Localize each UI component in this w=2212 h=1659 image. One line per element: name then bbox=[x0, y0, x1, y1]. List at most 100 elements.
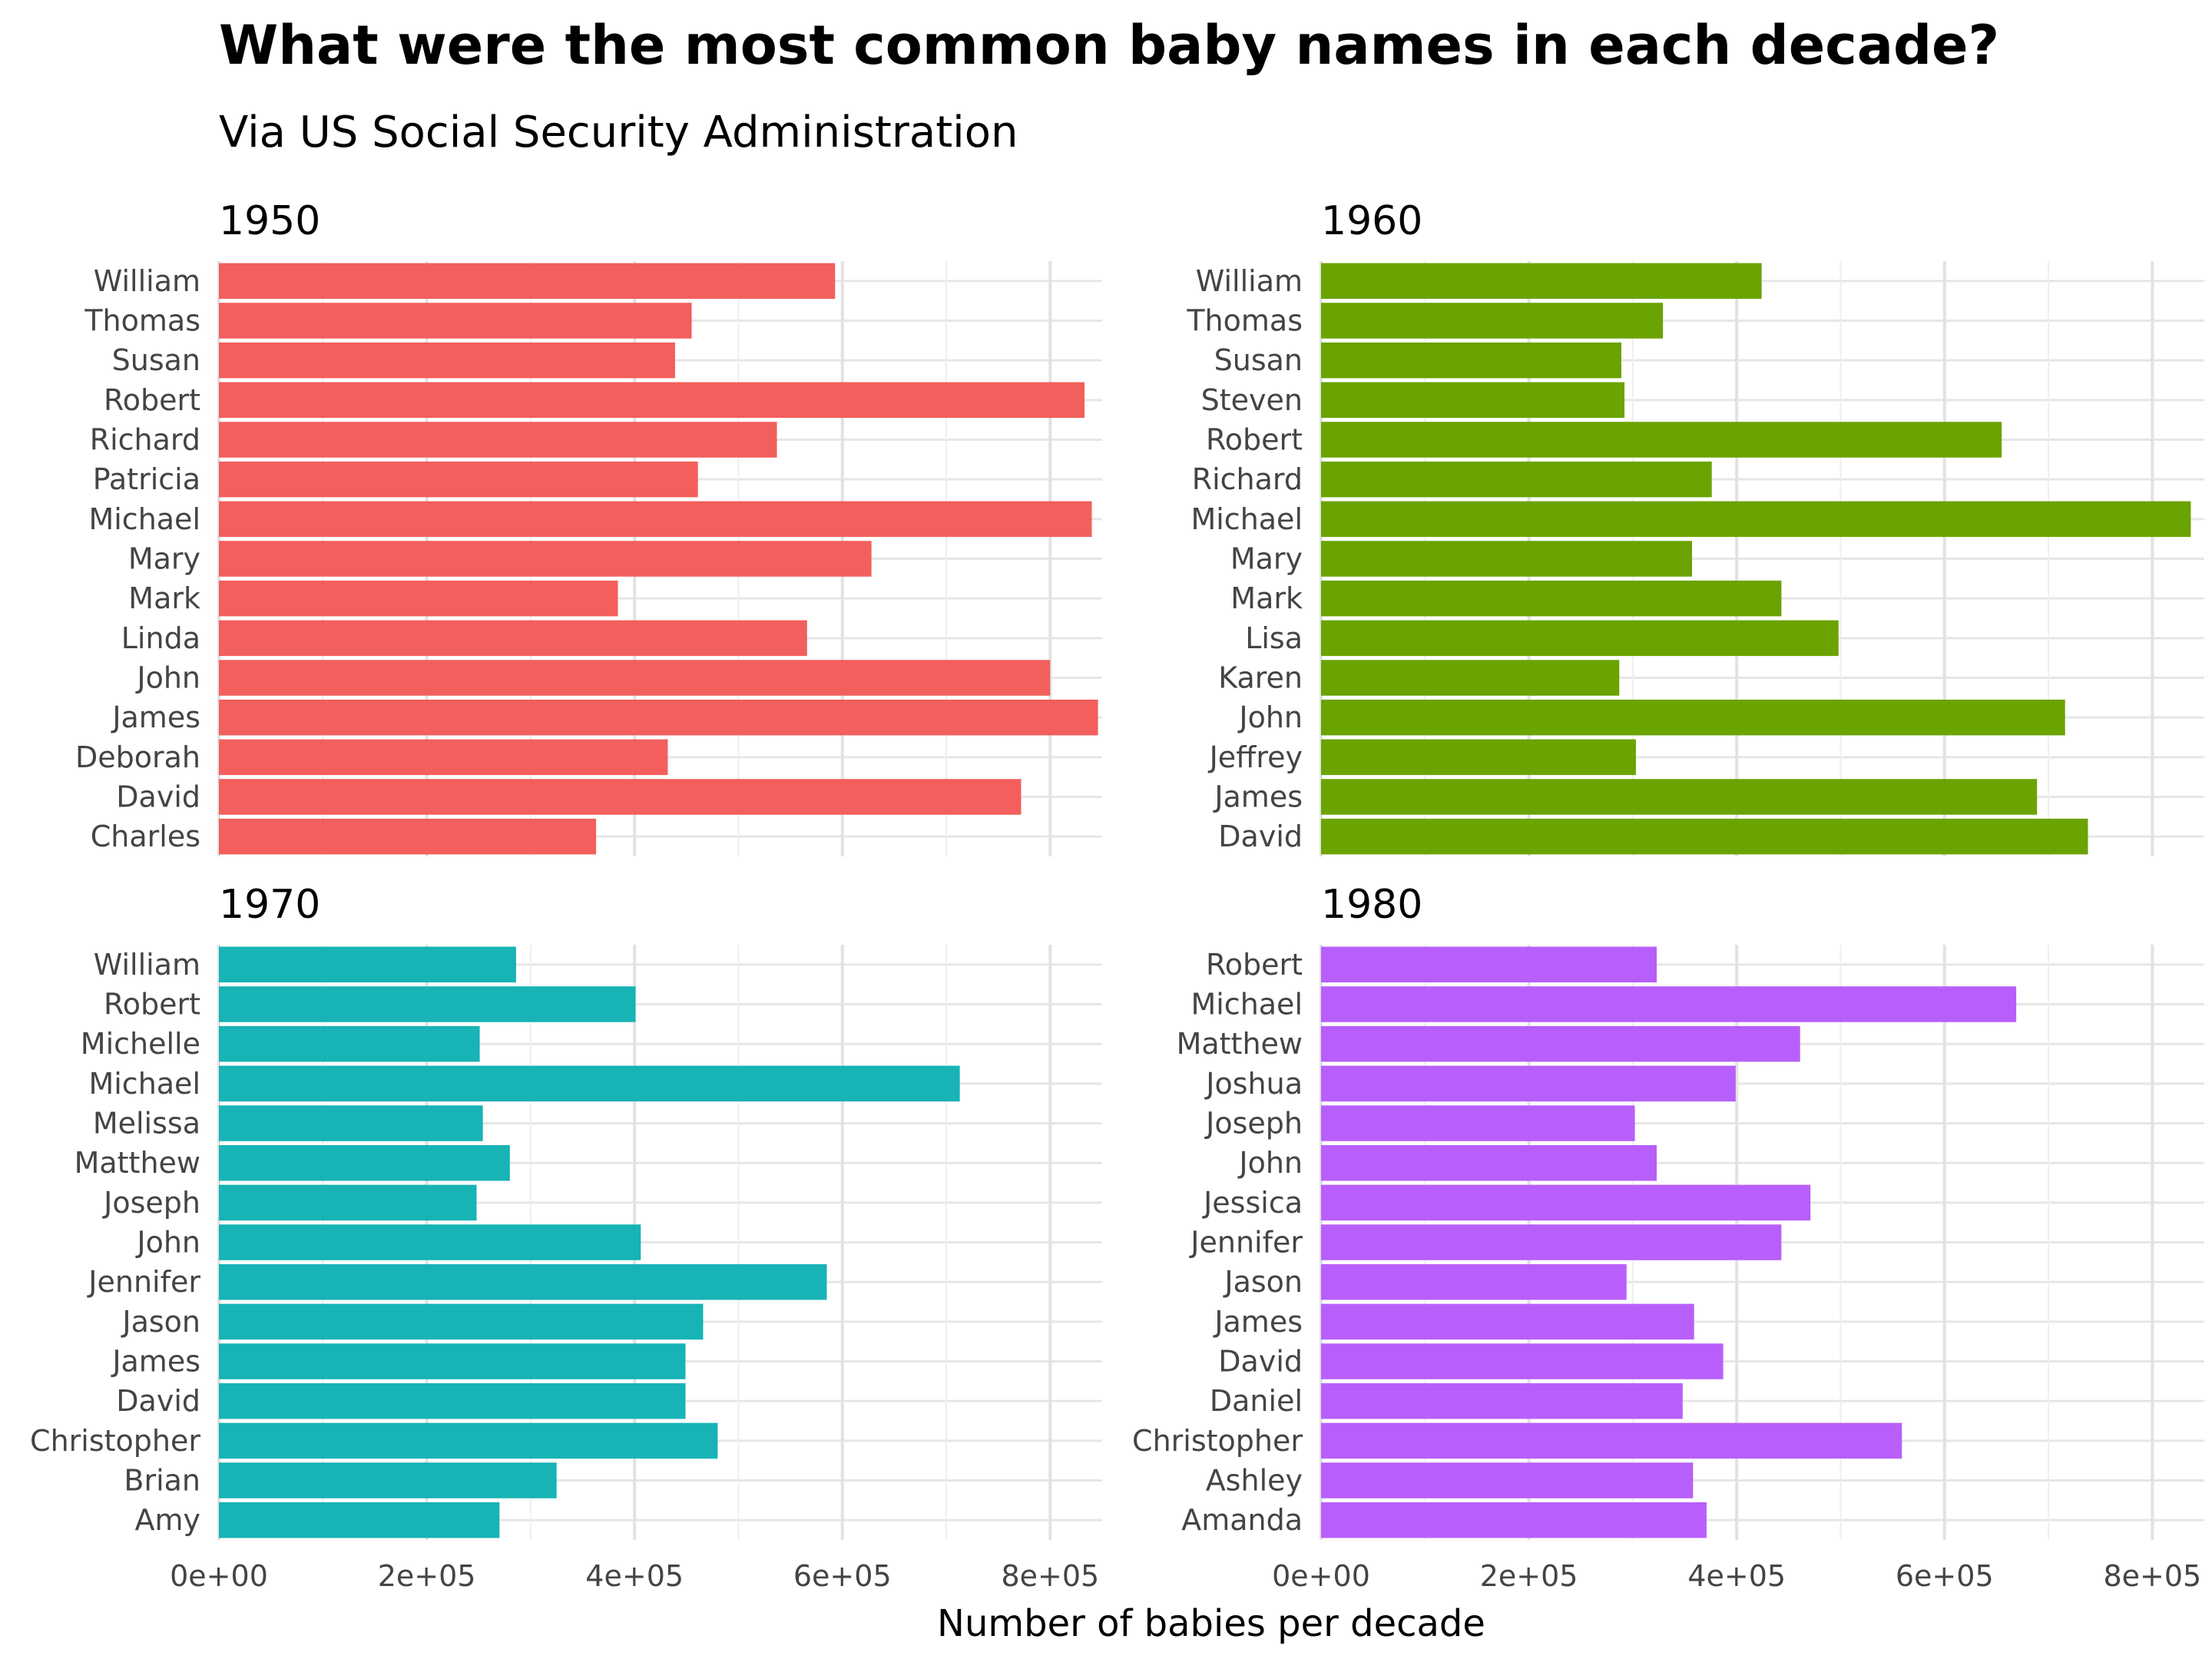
chart-subtitle: Via US Social Security Administration bbox=[219, 108, 1018, 157]
category-label: James bbox=[1213, 1305, 1303, 1339]
bar-1970-michael bbox=[219, 1065, 960, 1102]
bar-1980-robert bbox=[1321, 946, 1657, 983]
bar-1970-joseph bbox=[219, 1184, 477, 1221]
category-label: David bbox=[1218, 1345, 1303, 1379]
bar-1980-joshua bbox=[1321, 1065, 1736, 1102]
bar-1960-michael bbox=[1321, 501, 2191, 538]
category-label: Richard bbox=[1192, 462, 1303, 496]
category-label: Christopher bbox=[1132, 1424, 1303, 1458]
category-label: Michael bbox=[88, 502, 200, 536]
category-label: Robert bbox=[104, 988, 200, 1022]
category-label: William bbox=[94, 264, 200, 298]
chart-title: What were the most common baby names in … bbox=[219, 14, 2000, 77]
x-tick-label: 0e+00 bbox=[1272, 1559, 1370, 1593]
category-label: Jason bbox=[121, 1305, 200, 1339]
bar-1960-karen bbox=[1321, 660, 1620, 696]
bar-1960-mary bbox=[1321, 541, 1692, 577]
bar-1960-mark bbox=[1321, 580, 1782, 617]
category-label: Matthew bbox=[75, 1146, 200, 1180]
bar-1950-mark bbox=[219, 580, 618, 617]
category-label: Melissa bbox=[93, 1107, 200, 1141]
category-label: Charles bbox=[91, 820, 200, 853]
bar-1950-patricia bbox=[219, 461, 698, 498]
category-label: Susan bbox=[112, 343, 200, 377]
category-label: Lisa bbox=[1245, 621, 1303, 655]
category-label: Karen bbox=[1218, 661, 1303, 695]
category-label: Robert bbox=[104, 383, 200, 417]
bar-1960-jeffrey bbox=[1321, 739, 1636, 776]
x-tick-label: 0e+00 bbox=[170, 1559, 268, 1593]
bar-1980-david bbox=[1321, 1343, 1724, 1379]
bar-1980-jason bbox=[1321, 1263, 1627, 1300]
bar-1950-thomas bbox=[219, 303, 692, 339]
category-label: Jason bbox=[1223, 1265, 1303, 1299]
bar-1950-susan bbox=[219, 342, 675, 379]
category-label: James bbox=[111, 1345, 200, 1379]
bar-1980-amanda bbox=[1321, 1502, 1707, 1538]
bar-1960-william bbox=[1321, 263, 1762, 300]
bar-1960-john bbox=[1321, 699, 2065, 736]
category-label: Patricia bbox=[93, 462, 200, 496]
category-label: John bbox=[135, 1226, 200, 1260]
category-label: Mark bbox=[1230, 581, 1303, 615]
x-tick-label: 4e+05 bbox=[1687, 1559, 1786, 1593]
bar-1950-michael bbox=[219, 501, 1092, 538]
category-label: David bbox=[1218, 820, 1303, 853]
bar-1980-ashley bbox=[1321, 1462, 1694, 1498]
bar-1970-matthew bbox=[219, 1144, 510, 1181]
category-label: David bbox=[116, 1384, 200, 1418]
panel-title-1960: 1960 bbox=[1321, 198, 1422, 244]
category-label: Mary bbox=[128, 542, 200, 576]
bar-1980-matthew bbox=[1321, 1025, 1800, 1062]
category-label: Brian bbox=[124, 1464, 200, 1498]
bar-1970-brian bbox=[219, 1462, 557, 1498]
bar-1960-robert bbox=[1321, 422, 2002, 458]
bar-1950-linda bbox=[219, 620, 807, 657]
bar-1980-jennifer bbox=[1321, 1224, 1782, 1260]
category-label: Thomas bbox=[84, 304, 200, 338]
bar-1980-christopher bbox=[1321, 1422, 1902, 1459]
bar-1970-james bbox=[219, 1343, 686, 1379]
bar-1970-amy bbox=[219, 1502, 500, 1538]
category-label: James bbox=[1213, 780, 1303, 814]
category-label: Amanda bbox=[1181, 1503, 1303, 1537]
bar-1950-david bbox=[219, 779, 1022, 815]
category-label: Steven bbox=[1201, 383, 1303, 417]
category-label: Mary bbox=[1230, 542, 1303, 576]
bar-1980-daniel bbox=[1321, 1382, 1683, 1419]
category-label: William bbox=[1196, 264, 1303, 298]
category-label: Mark bbox=[128, 581, 200, 615]
panel-title-1950: 1950 bbox=[219, 198, 320, 244]
category-label: Michael bbox=[1190, 502, 1303, 536]
x-tick-label: 2e+05 bbox=[378, 1559, 476, 1593]
bar-1950-james bbox=[219, 699, 1098, 736]
panel-title-1970: 1970 bbox=[219, 882, 320, 928]
category-label: Jennifer bbox=[1189, 1226, 1303, 1260]
x-tick-label: 8e+05 bbox=[2103, 1559, 2201, 1593]
bar-1950-john bbox=[219, 660, 1051, 696]
category-label: Jeffrey bbox=[1208, 740, 1303, 774]
category-label: John bbox=[135, 661, 200, 695]
x-tick-label: 6e+05 bbox=[1896, 1559, 1994, 1593]
bar-1960-lisa bbox=[1321, 620, 1839, 657]
category-label: Robert bbox=[1206, 948, 1303, 982]
bar-1970-melissa bbox=[219, 1105, 483, 1141]
bar-1970-michelle bbox=[219, 1025, 480, 1062]
bar-1970-jennifer bbox=[219, 1263, 827, 1300]
bar-1970-william bbox=[219, 946, 516, 983]
bar-1960-richard bbox=[1321, 461, 1712, 498]
bar-1970-christopher bbox=[219, 1422, 718, 1459]
category-label: James bbox=[111, 700, 200, 734]
category-label: Deborah bbox=[75, 740, 200, 774]
x-tick-label: 6e+05 bbox=[793, 1559, 892, 1593]
bar-1970-jason bbox=[219, 1303, 704, 1340]
bar-1970-robert bbox=[219, 986, 636, 1022]
bar-1950-deborah bbox=[219, 739, 668, 776]
category-label: Jennifer bbox=[87, 1265, 200, 1299]
category-label: David bbox=[116, 780, 200, 814]
category-label: Jessica bbox=[1202, 1186, 1303, 1220]
category-label: Linda bbox=[121, 621, 200, 655]
category-label: Christopher bbox=[30, 1424, 200, 1458]
x-axis-label: Number of babies per decade bbox=[937, 1602, 1485, 1645]
